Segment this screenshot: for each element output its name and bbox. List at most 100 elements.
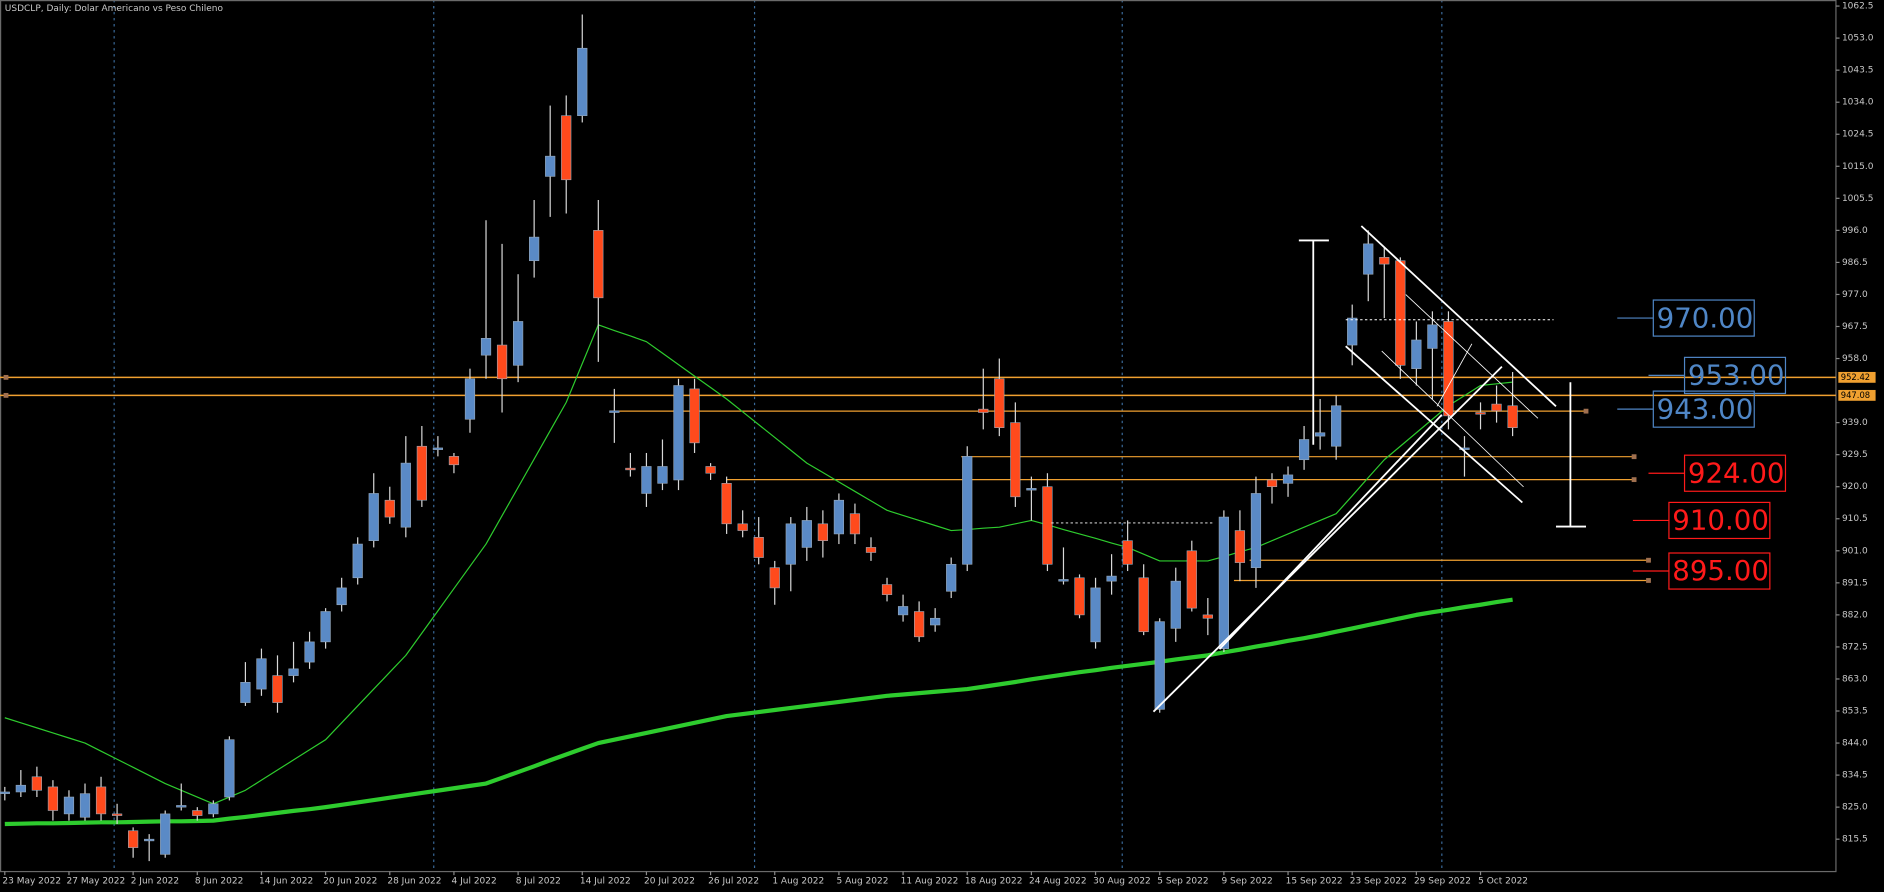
candle-body bbox=[400, 462, 411, 528]
x-tick-label: 26 Jul 2022 bbox=[708, 877, 759, 887]
level-box bbox=[1683, 356, 1787, 395]
candle-body bbox=[1122, 540, 1133, 565]
candle-body bbox=[849, 513, 861, 535]
candle-body bbox=[352, 543, 363, 579]
candle-body bbox=[1074, 577, 1085, 616]
chart-title: USDCLP, Daily: Dolar Americano vs Peso C… bbox=[5, 4, 224, 14]
level-label: 895.00 bbox=[1672, 554, 1769, 587]
candle-body bbox=[785, 523, 796, 565]
y-tick-label: 815.5 bbox=[1842, 835, 1868, 845]
candle-body bbox=[769, 567, 780, 589]
y-tick-label: 977.0 bbox=[1842, 290, 1868, 300]
candle-body bbox=[1507, 405, 1518, 428]
x-tick-label: 5 Aug 2022 bbox=[837, 877, 889, 887]
candle-body bbox=[1395, 260, 1406, 366]
level-box bbox=[1668, 552, 1771, 590]
candle-body bbox=[545, 155, 556, 177]
candle-body bbox=[15, 784, 26, 793]
candle-body bbox=[464, 378, 476, 420]
candle-body bbox=[432, 447, 444, 450]
candle-body bbox=[1475, 412, 1486, 415]
candle-body bbox=[833, 499, 845, 535]
x-tick-label: 2 Jun 2022 bbox=[131, 877, 179, 887]
level-label: 970.00 bbox=[1657, 301, 1754, 334]
candle-body bbox=[336, 587, 347, 606]
candle-body bbox=[609, 410, 620, 413]
candle-body bbox=[1234, 530, 1246, 563]
candle-body bbox=[577, 47, 588, 116]
trendline bbox=[1152, 366, 1503, 713]
y-tick-label: 882.0 bbox=[1842, 610, 1868, 620]
candle-body bbox=[1042, 486, 1053, 565]
candle-body bbox=[1186, 550, 1197, 609]
x-tick-label: 30 Aug 2022 bbox=[1093, 877, 1151, 887]
y-tick-label: 967.5 bbox=[1842, 322, 1868, 332]
candle-body bbox=[496, 344, 508, 380]
line-anchor bbox=[3, 392, 9, 398]
candle-body bbox=[897, 606, 909, 616]
x-tick-label: 14 Jul 2022 bbox=[580, 877, 631, 887]
candle-body bbox=[416, 445, 427, 501]
candle-body bbox=[705, 466, 716, 474]
y-tick-label: 910.5 bbox=[1842, 514, 1868, 524]
x-tick-label: 23 Sep 2022 bbox=[1350, 877, 1407, 887]
candle-body bbox=[368, 493, 379, 541]
candle-body bbox=[1250, 493, 1262, 568]
x-tick-label: 20 Jul 2022 bbox=[644, 877, 695, 887]
candle-body bbox=[111, 813, 123, 816]
y-tick-label: 825.0 bbox=[1842, 803, 1868, 813]
candle-body bbox=[881, 584, 893, 595]
x-tick-label: 20 Jun 2022 bbox=[323, 877, 377, 887]
channel-line bbox=[1360, 225, 1557, 407]
x-tick-label: 8 Jul 2022 bbox=[516, 877, 561, 887]
candle-body bbox=[1170, 580, 1181, 629]
candle-body bbox=[1026, 488, 1037, 491]
x-tick-label: 15 Sep 2022 bbox=[1286, 877, 1343, 887]
y-tick-label: 929.5 bbox=[1842, 450, 1868, 460]
line-anchor bbox=[1646, 557, 1651, 563]
y-tick-label: 920.0 bbox=[1842, 482, 1868, 492]
channel-line bbox=[1436, 343, 1473, 407]
y-tick-label: 844.0 bbox=[1842, 739, 1868, 749]
y-tick-label: 1005.5 bbox=[1842, 194, 1873, 204]
candle-body bbox=[1298, 439, 1310, 461]
period-separators bbox=[113, 0, 1443, 872]
level-label: 953.00 bbox=[1688, 359, 1785, 392]
candle-body bbox=[1443, 321, 1454, 417]
y-tick-label: 1062.5 bbox=[1842, 2, 1873, 12]
moving-average bbox=[4, 597, 1513, 827]
y-tick-label: 901.0 bbox=[1842, 546, 1868, 556]
line-anchor bbox=[1646, 578, 1651, 583]
channel-line bbox=[1345, 345, 1523, 504]
candle-body bbox=[512, 321, 524, 366]
candle-body bbox=[384, 499, 395, 518]
candle-body bbox=[625, 467, 636, 471]
y-tick-label: 1015.0 bbox=[1842, 162, 1874, 172]
candle-body bbox=[1138, 577, 1149, 633]
candle-body bbox=[288, 668, 299, 676]
level-label: 924.00 bbox=[1688, 456, 1785, 489]
x-tick-label: 27 May 2022 bbox=[67, 877, 126, 887]
x-tick-label: 9 Sep 2022 bbox=[1221, 877, 1272, 887]
candle-body bbox=[978, 408, 989, 413]
y-tick-label: 1053.0 bbox=[1842, 34, 1874, 44]
candle-body bbox=[914, 611, 925, 638]
drawings bbox=[1051, 225, 1587, 713]
y-tick-label: 939.0 bbox=[1842, 418, 1868, 428]
candle-body bbox=[95, 786, 107, 815]
candle-body bbox=[448, 456, 460, 466]
candle-body bbox=[304, 641, 315, 663]
candle-body bbox=[176, 805, 187, 808]
candle-body bbox=[1218, 516, 1229, 649]
y-tick-label: 891.5 bbox=[1842, 578, 1868, 588]
candle-body bbox=[1010, 422, 1021, 498]
candle-body bbox=[1363, 243, 1374, 275]
candle-body bbox=[994, 378, 1005, 428]
candle-body bbox=[753, 537, 764, 558]
candle-body bbox=[47, 786, 59, 811]
candle-body bbox=[801, 520, 812, 548]
x-tick-label: 1 Aug 2022 bbox=[772, 877, 824, 887]
level-box bbox=[1668, 501, 1771, 540]
channel-line bbox=[1405, 294, 1539, 419]
